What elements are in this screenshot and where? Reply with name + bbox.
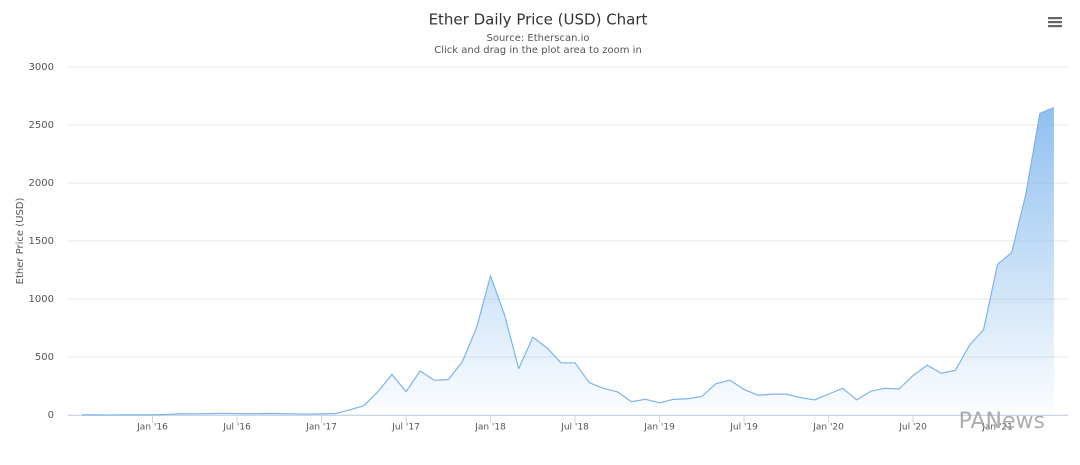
menu-bar xyxy=(1048,21,1062,24)
x-tick-label: Jan '18 xyxy=(474,423,506,433)
x-tick-label: Jul '18 xyxy=(560,423,589,433)
menu-bar xyxy=(1048,17,1062,20)
x-tick-label: Jul '19 xyxy=(729,423,758,433)
x-tick-label: Jan '17 xyxy=(305,423,337,433)
y-tick-label: 2500 xyxy=(29,120,54,131)
x-tick-label: Jan '21 xyxy=(981,423,1013,433)
y-tick-label: 3000 xyxy=(29,62,54,73)
x-tick-label: Jan '20 xyxy=(812,423,844,433)
chart-subtitle: Click and drag in the plot area to zoom … xyxy=(434,45,642,56)
x-tick-label: Jul '20 xyxy=(898,423,927,433)
y-tick-label: 2000 xyxy=(29,178,54,189)
watermark: PANews xyxy=(959,409,1045,434)
line xyxy=(82,107,1055,416)
chart-subtitle: Source: Etherscan.io xyxy=(487,33,590,44)
y-tick-label: 500 xyxy=(35,352,54,363)
plot-area: 0 500 1000 1500 2000 2500 3000 Jan '16 Jul '16 Ja… xyxy=(29,62,1068,433)
y-tick-label: 1500 xyxy=(29,236,54,247)
y-tick-label: 1000 xyxy=(29,294,54,305)
x-tick-label: Jan '16 xyxy=(136,423,168,433)
area xyxy=(82,107,1054,415)
menu-bar xyxy=(1048,25,1062,28)
x-tick-label: Jul '16 xyxy=(222,423,251,433)
chart-title: Ether Daily Price (USD) Chart xyxy=(429,11,648,29)
x-tick-label: Jan '19 xyxy=(643,423,675,433)
y-tick-label: 0 xyxy=(48,410,54,421)
menu-button[interactable] xyxy=(1046,12,1064,30)
x-tick-label: Jul '17 xyxy=(391,423,420,433)
y-axis-title: Ether Price (USD) xyxy=(15,198,26,285)
